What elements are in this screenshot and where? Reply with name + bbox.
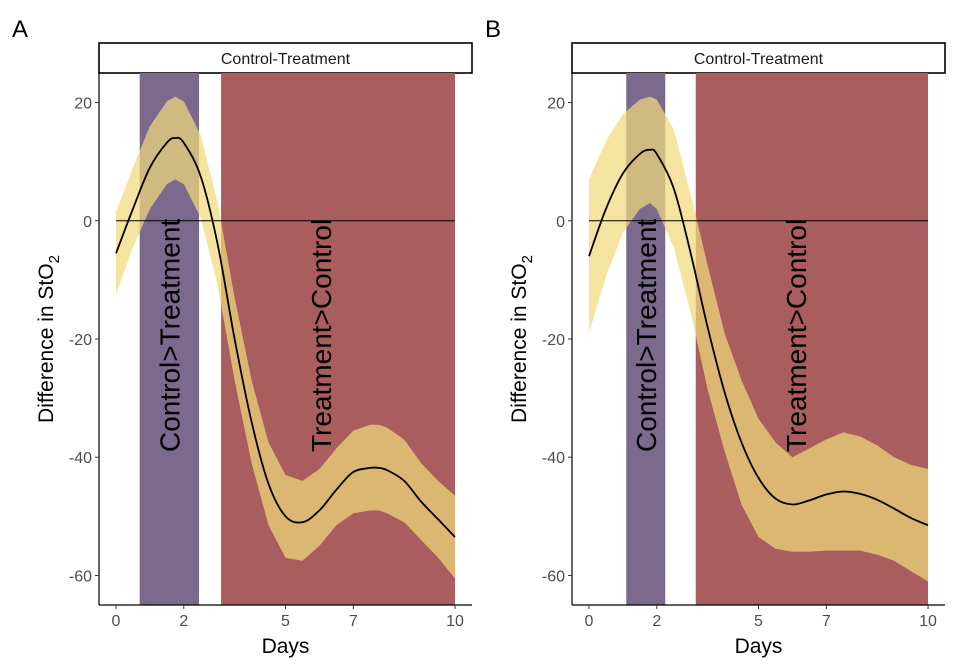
y-tick-label: -20 bbox=[69, 332, 92, 349]
strip-label: Control-Treatment bbox=[221, 51, 351, 68]
panel-letter: A bbox=[12, 16, 29, 43]
x-tick-label: 10 bbox=[919, 613, 937, 630]
strip-box bbox=[98, 42, 473, 74]
y-axis-title-main: Difference in StO bbox=[35, 263, 58, 423]
panel-b: B Control-Treatment Control>Treatment Trea… bbox=[473, 0, 953, 672]
region-label-control-gt-treatment: Control>Treatment bbox=[631, 219, 662, 452]
region-label-treatment-gt-control: Treatment>Control bbox=[306, 219, 337, 452]
x-tick-label: 0 bbox=[112, 613, 121, 630]
x-tick-label: 5 bbox=[281, 613, 290, 630]
difference-curve bbox=[115, 136, 456, 538]
y-tick-label: 0 bbox=[83, 214, 92, 231]
y-tick-label: 20 bbox=[547, 96, 565, 113]
strip-box bbox=[571, 42, 946, 74]
x-tick-label: 7 bbox=[349, 613, 358, 630]
y-axis-title: Difference in StO2 bbox=[508, 255, 536, 423]
y-tick-label: 20 bbox=[74, 96, 92, 113]
confidence-ribbon bbox=[589, 96, 928, 582]
x-tick-label: 2 bbox=[652, 613, 661, 630]
chart-b: Control-Treatment Control>Treatment Treatm… bbox=[508, 42, 946, 658]
x-tick-label: 0 bbox=[585, 613, 594, 630]
x-tick-label: 10 bbox=[446, 613, 464, 630]
x-axis-title: Days bbox=[262, 635, 310, 658]
x-tick-label: 2 bbox=[179, 613, 188, 630]
x-tick-label: 7 bbox=[822, 613, 831, 630]
strip-label: Control-Treatment bbox=[694, 51, 824, 68]
difference-curve bbox=[588, 148, 929, 527]
y-tick-label: 0 bbox=[556, 214, 565, 231]
y-axis-title-subscript: 2 bbox=[519, 255, 536, 263]
region-label-treatment-gt-control: Treatment>Control bbox=[781, 219, 812, 452]
y-axis-title-main: Difference in StO bbox=[508, 263, 531, 423]
x-axis-title: Days bbox=[735, 635, 783, 658]
y-tick-label: -40 bbox=[69, 450, 92, 467]
y-tick-label: -60 bbox=[542, 568, 565, 585]
panel-a: A Control-Treatment Control>Treatment Trea… bbox=[12, 16, 473, 658]
y-tick-label: -20 bbox=[542, 332, 565, 349]
y-axis-title: Difference in StO2 bbox=[35, 255, 63, 423]
y-tick-label: -40 bbox=[542, 450, 565, 467]
y-tick-label: -60 bbox=[69, 568, 92, 585]
chart-a: Control-Treatment Control>Treatment Treatm… bbox=[35, 42, 473, 658]
confidence-ribbon bbox=[116, 96, 455, 579]
y-axis-title-subscript: 2 bbox=[46, 255, 63, 263]
region-label-control-gt-treatment: Control>Treatment bbox=[154, 219, 185, 452]
x-tick-label: 5 bbox=[754, 613, 763, 630]
panel-letter: B bbox=[485, 16, 502, 43]
